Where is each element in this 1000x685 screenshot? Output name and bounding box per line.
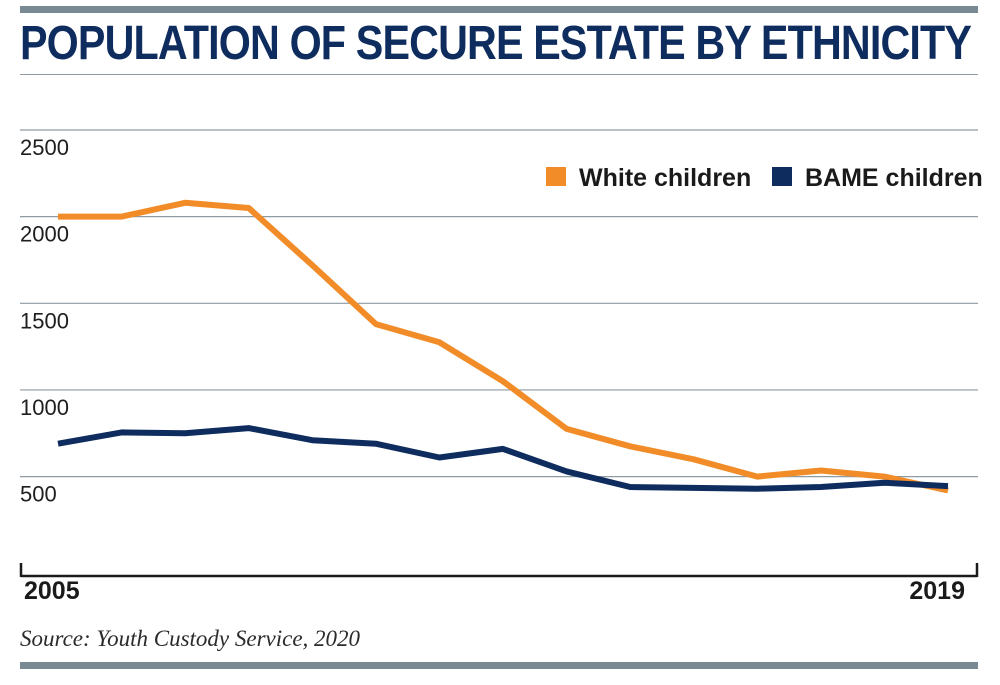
series-line-bame-children (57, 425, 949, 492)
y-tick-label: 1000 (20, 395, 69, 420)
x-axis: 2005 2019 (19, 563, 979, 605)
y-tick-label: 2500 (20, 135, 69, 160)
title-rule (20, 74, 978, 75)
bottom-rule (20, 662, 978, 669)
legend-swatch (546, 167, 566, 186)
y-axis-ticks: 2500 2000 1500 1000 500 (20, 135, 69, 507)
gridlines (20, 129, 978, 478)
source-note: Source: Youth Custody Service, 2020 (20, 626, 361, 651)
legend-swatch (772, 167, 792, 186)
y-tick-label: 500 (20, 482, 57, 507)
x-tick-label-start: 2005 (24, 577, 80, 605)
x-tick-label-end: 2019 (909, 577, 965, 605)
y-tick-label: 2000 (20, 222, 69, 247)
chart-series (57, 199, 949, 494)
legend-entry: BAME children (805, 164, 983, 192)
legend: White children BAME children (546, 164, 983, 192)
legend-entry: White children (579, 164, 751, 192)
y-tick-label: 1500 (20, 308, 69, 333)
top-rule (20, 6, 978, 13)
chart-title: POPULATION OF SECURE ESTATE BY ETHNICITY (20, 17, 972, 70)
series-line-white-children (58, 199, 949, 494)
